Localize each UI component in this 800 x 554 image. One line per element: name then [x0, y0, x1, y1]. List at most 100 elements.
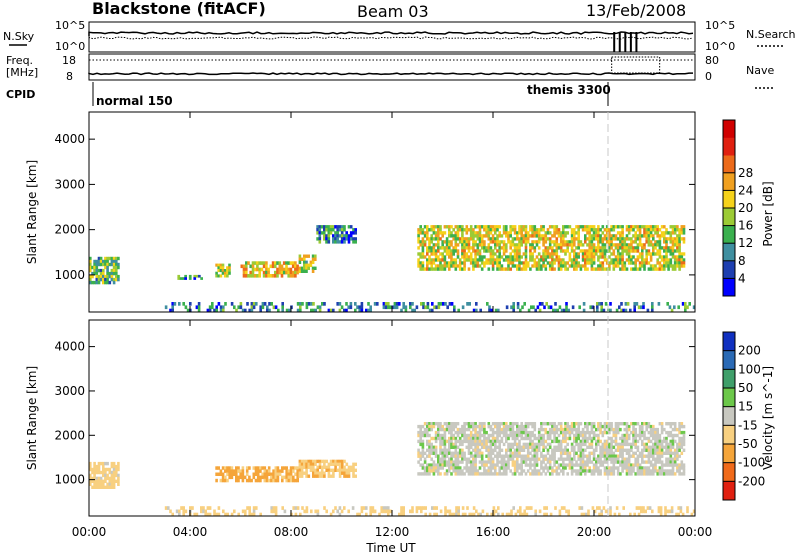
echo-cell [654, 427, 657, 432]
echo-cell [511, 225, 515, 229]
echo-cell [478, 436, 482, 441]
echo-cell [516, 454, 519, 458]
echo-cell [441, 454, 444, 458]
echo-cell [682, 463, 686, 467]
echo-cell [520, 460, 523, 464]
echo-cell [448, 243, 451, 247]
echo-cell [456, 237, 460, 241]
echo-cell [235, 466, 238, 470]
echo-cell [89, 482, 92, 486]
echo-cell [445, 448, 449, 452]
echo-cell [638, 433, 642, 438]
echo-cell [636, 422, 640, 426]
echo-cell [588, 258, 591, 262]
echo-cell [591, 305, 595, 310]
echo-cell [524, 433, 528, 438]
echo-cell [445, 424, 449, 429]
echo-cell [251, 274, 255, 278]
echo-cell [452, 258, 455, 262]
echo-cell [469, 469, 473, 473]
echo-cell [542, 433, 545, 438]
echo-cell [577, 469, 580, 473]
colorbar-tick-label: -100 [738, 456, 765, 470]
echo-cell [458, 460, 462, 464]
echo-cell [529, 436, 532, 441]
echo-cell [106, 259, 109, 264]
echo-cell [638, 436, 642, 441]
echo-cell [603, 454, 607, 458]
echo-cell [595, 249, 598, 253]
echo-cell [485, 231, 488, 235]
echo-cell [680, 424, 684, 429]
echo-cell [95, 265, 99, 270]
echo-cell [478, 472, 482, 476]
echo-cell [584, 430, 587, 435]
echo-cell [522, 448, 526, 452]
echo-cell [548, 422, 552, 426]
echo-cell [474, 472, 477, 476]
echo-cell [616, 249, 620, 253]
echo-cell [592, 246, 596, 250]
echo-cell [221, 263, 225, 267]
echo-cell [338, 228, 342, 232]
echo-cell [483, 246, 486, 250]
echo-cell [612, 457, 616, 461]
x-tick-label: 12:00 [375, 525, 410, 539]
echo-cell [657, 506, 661, 510]
echo-cell [516, 249, 519, 253]
echo-cell [117, 461, 120, 466]
echo-cell [568, 436, 572, 441]
echo-cell [668, 305, 672, 310]
echo-cell [219, 472, 223, 476]
echo-cell [634, 264, 637, 268]
echo-cell [485, 234, 488, 238]
echo-cell [573, 427, 576, 432]
echo-cell [443, 258, 447, 262]
echo-cell [608, 445, 611, 449]
echo-cell [387, 509, 390, 514]
echo-cell [494, 509, 498, 514]
echo-cell [349, 302, 353, 306]
echo-cell [296, 302, 300, 306]
echo-cell [497, 506, 500, 510]
echo-cell [454, 436, 458, 441]
echo-cell [487, 422, 491, 426]
echo-cell [463, 261, 466, 265]
echo-cell [91, 476, 94, 481]
echo-cell [312, 302, 315, 306]
echo-cell [566, 436, 569, 441]
echo-cell [531, 252, 534, 256]
echo-cell [568, 460, 572, 464]
echo-cell [197, 302, 201, 306]
echo-cell [338, 468, 342, 472]
echo-cell [658, 472, 662, 476]
echo-cell [419, 442, 422, 447]
echo-cell [476, 264, 480, 268]
echo-cell [621, 237, 624, 241]
echo-cell [619, 243, 622, 247]
echo-cell [419, 225, 422, 229]
echo-cell [329, 228, 333, 232]
echo-cell [610, 243, 613, 247]
echo-cell [529, 433, 532, 438]
echo-cell [562, 228, 565, 232]
echo-cell [524, 445, 528, 449]
echo-cell [311, 269, 315, 273]
echo-cell [97, 464, 101, 469]
echo-cell [612, 261, 616, 265]
echo-cell [625, 225, 629, 229]
echo-cell [640, 509, 643, 514]
echo-cell [632, 240, 635, 244]
echo-cell [530, 506, 533, 510]
colorbar-segment [723, 155, 735, 174]
echo-cell [520, 228, 523, 232]
echo-cell [476, 448, 480, 452]
echo-cell [369, 305, 372, 310]
echo-cell [485, 258, 488, 262]
echo-cell [595, 228, 598, 232]
echo-cell [340, 228, 344, 232]
echo-cell [638, 463, 642, 467]
echo-cell [265, 264, 268, 269]
echo-cell [551, 234, 554, 238]
echo-cell [193, 277, 197, 280]
